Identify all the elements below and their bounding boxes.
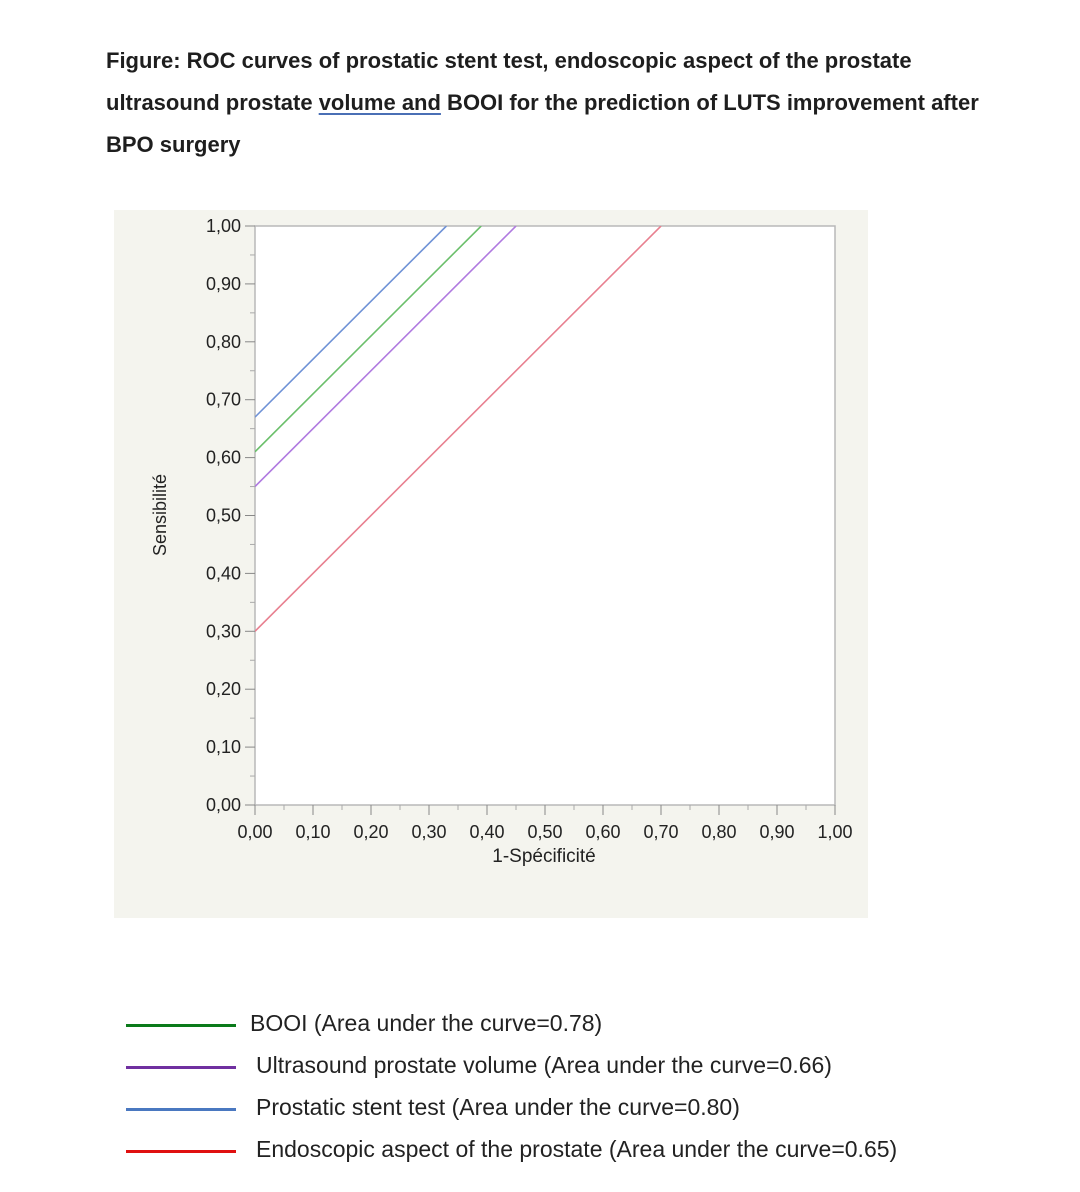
x-tick-label: 0,50 (527, 822, 562, 842)
legend-item-stent-test: Prostatic stent test (Area under the cur… (120, 1092, 1020, 1134)
legend-item-endoscopic-aspect: Endoscopic aspect of the prostate (Area … (120, 1134, 1020, 1176)
x-tick-label: 0,20 (353, 822, 388, 842)
y-tick-label: 1,00 (206, 216, 241, 236)
curve-ultrasound-prostate-volume (255, 226, 517, 488)
roc-chart: 0,00 0,10 0,20 0,30 0,40 0,50 0,60 0,70 0,80 0,90… (150, 216, 853, 867)
legend-swatch-endoscopic-aspect (126, 1150, 236, 1153)
curve-endoscopic-aspect-of-the-prostate (255, 226, 662, 632)
y-axis-title: Sensibilité (150, 474, 170, 556)
y-tick-label: 0,00 (206, 795, 241, 815)
x-axis-title: 1-Spécificité (492, 846, 596, 867)
x-tick-label: 0,10 (295, 822, 330, 842)
legend-item-ultrasound-volume: Ultrasound prostate volume (Area under t… (120, 1050, 1020, 1092)
curve-prostatic-stent-test (255, 226, 447, 418)
y-tick-label: 0,80 (206, 332, 241, 352)
x-tick-label: 1,00 (817, 822, 852, 842)
y-tick-label: 0,30 (206, 621, 241, 641)
y-tick-label: 0,20 (206, 679, 241, 699)
caption-text-end: BOOI for the prediction of LUTS improvem… (106, 90, 979, 157)
x-tick-label: 0,00 (237, 822, 272, 842)
legend-label-ultrasound-volume: Ultrasound prostate volume (Area under t… (256, 1052, 832, 1078)
curve-booi (255, 226, 482, 453)
legend-label-booi: BOOI (Area under the curve=0.78) (250, 1010, 603, 1036)
y-tick-label: 0,90 (206, 274, 241, 294)
x-tick-label: 0,80 (701, 822, 736, 842)
caption-text-start: Figure: ROC curves of prostatic stent te… (106, 48, 912, 115)
chart-panel: 0,00 0,10 0,20 0,30 0,40 0,50 0,60 0,70 0,80 0,90… (114, 210, 868, 918)
y-tick-label: 0,60 (206, 448, 241, 468)
legend: BOOI (Area under the curve=0.78) Ultraso… (120, 1008, 1020, 1176)
y-tick-label: 0,50 (206, 506, 241, 526)
y-tick-label: 0,70 (206, 390, 241, 410)
legend-swatch-booi (126, 1024, 236, 1027)
legend-swatch-ultrasound-volume (126, 1066, 236, 1069)
x-tick-label: 0,60 (585, 822, 620, 842)
legend-swatch-stent-test (126, 1108, 236, 1111)
plot-area (254, 225, 836, 806)
figure-caption: Figure: ROC curves of prostatic stent te… (106, 40, 1031, 166)
caption-underlined-text: volume and (318, 90, 441, 115)
x-tick-label: 0,70 (643, 822, 678, 842)
x-tick-label: 0,90 (759, 822, 794, 842)
legend-label-stent-test: Prostatic stent test (Area under the cur… (256, 1094, 740, 1120)
x-tick-label: 0,30 (411, 822, 446, 842)
legend-label-endoscopic-aspect: Endoscopic aspect of the prostate (Area … (256, 1136, 898, 1162)
y-tick-label: 0,40 (206, 563, 241, 583)
x-tick-label: 0,40 (469, 822, 504, 842)
y-tick-label: 0,10 (206, 737, 241, 757)
legend-item-booi: BOOI (Area under the curve=0.78) (120, 1008, 1020, 1050)
